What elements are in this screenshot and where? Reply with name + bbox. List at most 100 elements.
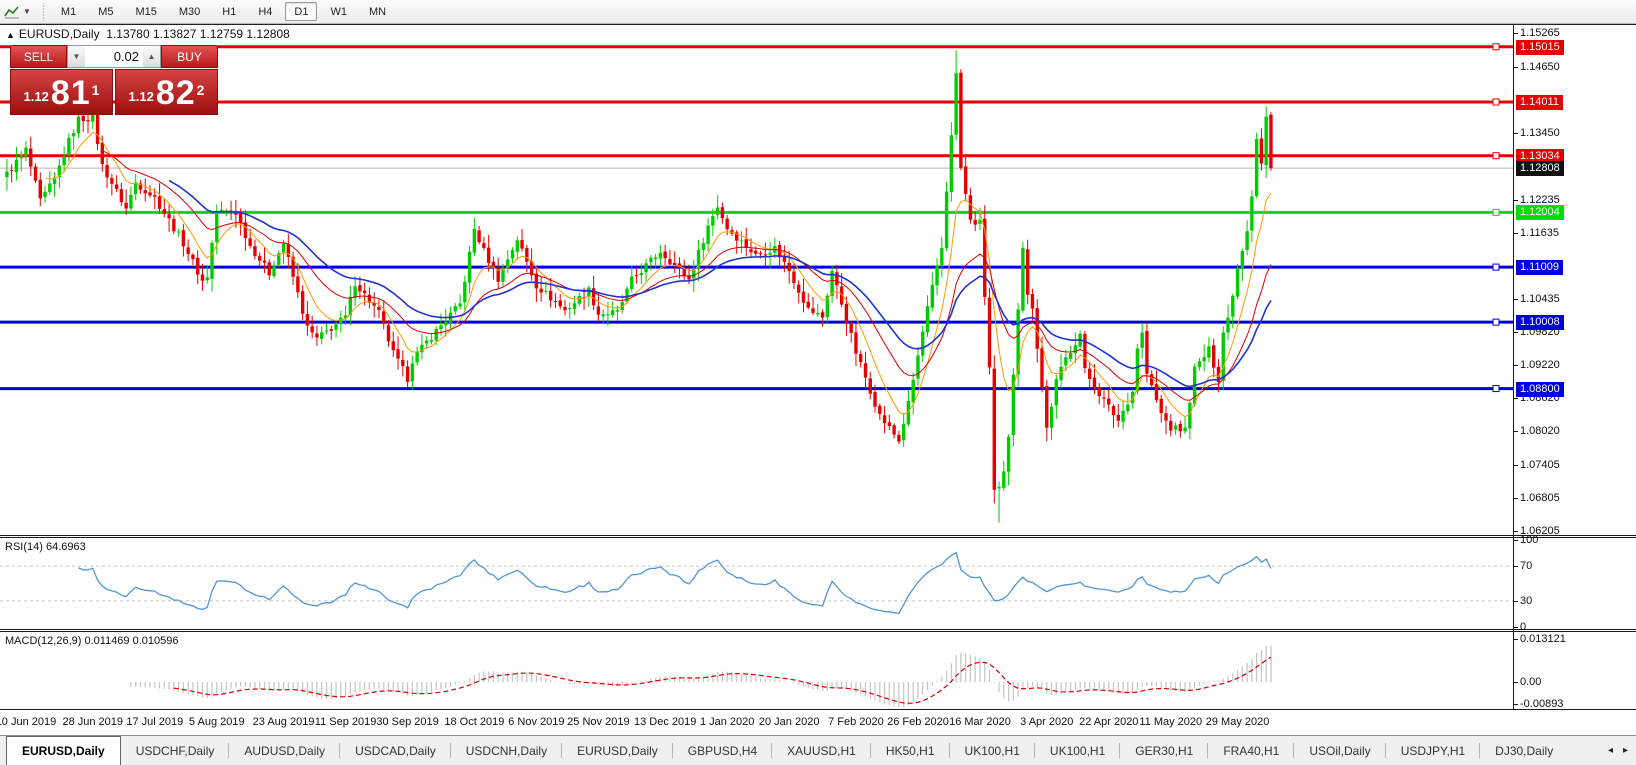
candle [258,255,262,261]
candle [529,261,534,276]
line-handle[interactable] [1492,152,1500,160]
chart-tab-gbpusd-h4[interactable]: GBPUSD,H4 [673,736,773,765]
date-tick-label: 1 Jan 2020 [699,716,755,728]
level-price-label: 1.10008 [1516,315,1564,331]
chart-tab-xauusd-h1[interactable]: XAUUSD,H1 [772,736,871,765]
candle [720,207,725,219]
candle [124,202,128,209]
candle [1006,436,1011,472]
chart-tab-eurusd-daily[interactable]: EURUSD,Daily [562,736,673,765]
candle [558,300,562,307]
pane-separator[interactable] [0,629,1636,632]
timeframe-M15[interactable]: M15 [135,6,157,18]
macd-pane[interactable]: MACD(12,26,9) 0.011469 0.010596 [0,632,1636,709]
axis-tick [1513,531,1518,533]
candle [668,259,672,265]
volume-input[interactable] [85,46,143,67]
chart-tab-usdchf-daily[interactable]: USDCHF,Daily [121,736,230,765]
tab-scroll-left-icon[interactable]: ◂ [1607,745,1613,756]
timeframe-MN[interactable]: MN [368,6,387,18]
candle [935,265,939,286]
candle [1135,348,1140,392]
chart-tools-button[interactable]: ▼ [0,0,37,23]
volume-decrease-button[interactable]: ▼ [68,46,85,67]
pane-separator[interactable] [0,535,1636,538]
timeframe-D1[interactable]: D1 [285,2,318,21]
candle [434,328,438,341]
candle [477,230,481,243]
date-tick-label: 13 Dec 2019 [633,716,697,728]
candle [577,296,581,304]
timeframe-M5[interactable]: M5 [98,6,114,18]
chart-tab-usdcnh-daily[interactable]: USDCNH,Daily [451,736,563,765]
candle [992,368,996,490]
line-handle[interactable] [1492,263,1500,271]
candle [625,288,629,302]
candle [587,287,591,297]
candle [1102,397,1106,399]
candle [329,329,333,331]
chart-tab-dj30-daily[interactable]: DJ30,Daily [1495,743,1554,758]
candle [167,214,171,219]
chart-tab-usoil-daily[interactable]: USOil,Daily [1294,736,1387,765]
timeframe-H1[interactable]: H1 [222,6,237,18]
candle [401,359,405,367]
candle [205,277,209,281]
line-handle[interactable] [1492,98,1500,106]
line-handle[interactable] [1492,385,1500,393]
chart-tab-ger30-h1[interactable]: GER30,H1 [1120,736,1209,765]
timeframe-H4[interactable]: H4 [258,6,273,18]
candle [234,212,238,215]
price-pane[interactable]: ▲ EURUSD,Daily 1.13780 1.13827 1.12759 1.… [0,25,1636,535]
timeframe-M1[interactable]: M1 [60,6,77,18]
date-tick-label: 16 Mar 2020 [949,716,1011,728]
candle [196,257,200,275]
candle [553,301,558,303]
candle [405,366,410,382]
chart-tab-uk100-h1[interactable]: UK100,H1 [950,736,1036,765]
chart-tab-usdcad-daily[interactable]: USDCAD,Daily [340,736,451,765]
line-handle[interactable] [1492,208,1500,216]
candle [591,288,596,306]
date-tick-label: 30 Sep 2019 [376,716,439,728]
candle [181,230,186,247]
timeframe-M30[interactable]: M30 [178,6,201,18]
axis-tick [1513,704,1518,705]
buy-button[interactable]: BUY [161,45,218,68]
candle [1169,421,1173,431]
candle [463,281,467,303]
sell-button[interactable]: SELL [10,45,67,68]
axis-border [1513,25,1514,709]
date-tick-label: 23 Aug 2019 [252,716,315,728]
candle [1183,427,1187,432]
chart-tab-fra40-h1[interactable]: FRA40,H1 [1208,736,1295,765]
candle [33,166,38,181]
chart-tab-uk100-h1[interactable]: UK100,H1 [1035,736,1121,765]
candle [601,314,605,317]
buy-price-display[interactable]: 1.12 82 2 [115,69,218,115]
chart-tab-eurusd-daily[interactable]: EURUSD,Daily [6,736,121,765]
candle [663,251,667,259]
volume-increase-button[interactable]: ▲ [143,46,160,67]
candle [482,243,486,248]
candle [1021,247,1025,311]
line-handle[interactable] [1492,43,1500,51]
candle [52,177,57,185]
rsi-pane[interactable]: RSI(14) 64.6963 [0,538,1636,629]
candle [930,284,934,308]
chart-tab-hk50-h1[interactable]: HK50,H1 [871,736,950,765]
line-handle[interactable] [1492,318,1500,326]
candle [81,115,85,122]
candle [424,340,429,344]
chart-tab-audusd-daily[interactable]: AUDUSD,Daily [229,736,340,765]
tab-scroll-right-icon[interactable]: ▸ [1622,745,1628,756]
candle [520,240,524,249]
candle [248,238,252,246]
chevron-down-icon[interactable]: ▼ [23,7,31,16]
axis-tick [1513,33,1518,34]
chart-tab-usdjpy-h1[interactable]: USDJPY,H1 [1386,736,1481,765]
level-price-label: 1.08800 [1516,381,1564,397]
axis-tick [1513,298,1518,300]
timeframe-W1[interactable]: W1 [330,6,347,18]
sell-price-display[interactable]: 1.12 81 1 [10,69,113,115]
